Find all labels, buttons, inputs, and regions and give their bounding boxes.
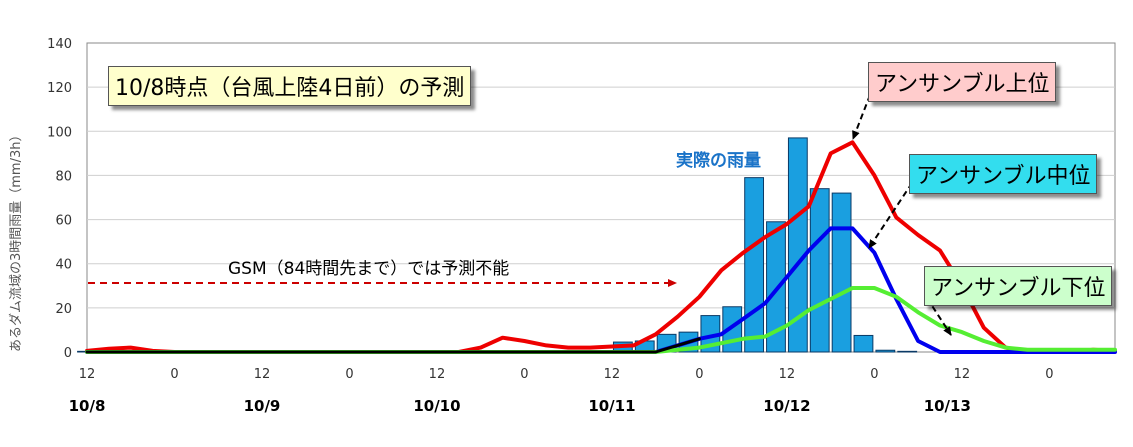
rain-bar	[744, 177, 765, 353]
x-tick-label: 12	[254, 367, 271, 382]
series-line-GSM	[85, 337, 701, 354]
x-tick-label: 12	[954, 367, 971, 382]
date-label: 10/9	[244, 397, 281, 415]
rain-bar	[897, 350, 918, 353]
date-label: 10/13	[924, 397, 971, 415]
chart-title: 10/8時点（台風上陸4日前）の予測	[108, 66, 472, 106]
actual-rain-bars	[77, 137, 918, 353]
low-arrow	[926, 297, 952, 336]
actual-rain-label: 実際の雨量	[676, 151, 761, 171]
x-tick-label: 12	[779, 367, 796, 382]
date-label: 10/11	[588, 397, 635, 415]
y-tick-label: 120	[47, 81, 72, 96]
rain-bar	[831, 192, 852, 353]
date-label: 10/10	[413, 397, 460, 415]
date-label: 10/8	[69, 397, 106, 415]
ensemble-low-label: アンサンブル下位	[924, 266, 1113, 306]
x-tick-label: 0	[345, 367, 353, 382]
ensemble-upper-label: アンサンブル上位	[868, 62, 1057, 102]
rain-bar	[875, 349, 896, 353]
x-tick-label: 12	[604, 367, 621, 382]
rain-bar	[766, 221, 786, 353]
y-axis-label: あるダム流域の3時間雨量（mm/3h）	[9, 128, 24, 353]
date-label: 10/12	[763, 397, 810, 415]
ensemble-mid-label: アンサンブル中位	[909, 154, 1098, 194]
x-tick-label: 0	[695, 367, 703, 382]
rain-bar	[853, 334, 874, 353]
x-tick-label: 0	[520, 367, 528, 382]
upper-arrow	[852, 94, 871, 140]
series-line-アンサンブル下位	[85, 286, 1117, 354]
y-tick-label: 0	[64, 346, 72, 361]
rain-bar	[809, 188, 830, 353]
mid-arrow	[868, 182, 913, 249]
x-tick-label: 12	[79, 367, 96, 382]
rain-bar	[787, 137, 808, 353]
y-tick-label: 40	[55, 258, 72, 273]
y-tick-label: 60	[55, 214, 72, 229]
x-tick-label: 12	[429, 367, 446, 382]
y-tick-label: 140	[47, 37, 72, 52]
x-tick-label: 0	[170, 367, 178, 382]
y-tick-label: 80	[55, 169, 72, 184]
x-tick-labels: 12 0 12 0 12 0 12 0 12 0 12 0 10/8 10/9 10/10 10/11 10/1…	[69, 367, 1054, 415]
y-tick-labels: 0 20 40 60 80 100 120 140	[47, 37, 72, 361]
x-tick-label: 0	[870, 367, 878, 382]
x-tick-label: 0	[1045, 367, 1053, 382]
gsm-label: GSM（84時間先まで）では予測不能	[228, 259, 510, 279]
y-tick-label: 20	[55, 302, 72, 317]
y-tick-label: 100	[47, 125, 72, 140]
